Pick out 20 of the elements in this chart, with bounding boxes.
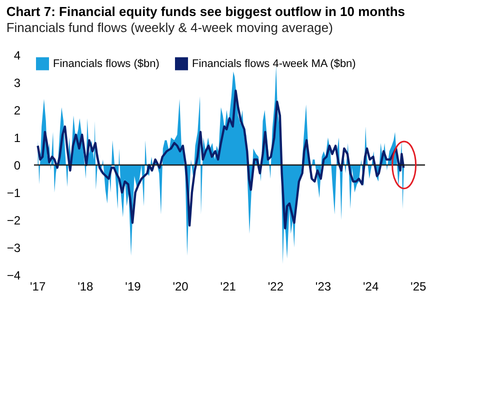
x-tick-label: '24 — [362, 280, 379, 294]
y-tick-label: 2 — [14, 104, 21, 118]
x-tick-label: '17 — [30, 280, 46, 294]
y-tick-label: −4 — [6, 268, 21, 282]
x-tick-label: '23 — [315, 280, 332, 294]
y-tick-label: −2 — [6, 214, 21, 228]
y-tick-label: 4 — [14, 48, 21, 62]
x-tick-label: '19 — [125, 280, 142, 294]
y-tick-label: −3 — [6, 241, 21, 255]
x-tick-label: '22 — [268, 280, 284, 294]
y-tick-label: 3 — [14, 76, 21, 90]
x-tick-label: '25 — [410, 280, 427, 294]
y-tick-label: 1 — [14, 131, 21, 145]
y-tick-label: 0 — [14, 158, 21, 172]
y-tick-label: −1 — [6, 186, 21, 200]
x-tick-label: '18 — [78, 280, 94, 294]
chart-title: Chart 7: Financial equity funds see biggest outflow in 10 months — [6, 4, 406, 19]
x-tick-label: '21 — [220, 280, 236, 294]
chart-subtitle: Financials fund flows (weekly & 4-week moving average) — [6, 20, 333, 35]
x-tick-label: '20 — [172, 280, 189, 294]
